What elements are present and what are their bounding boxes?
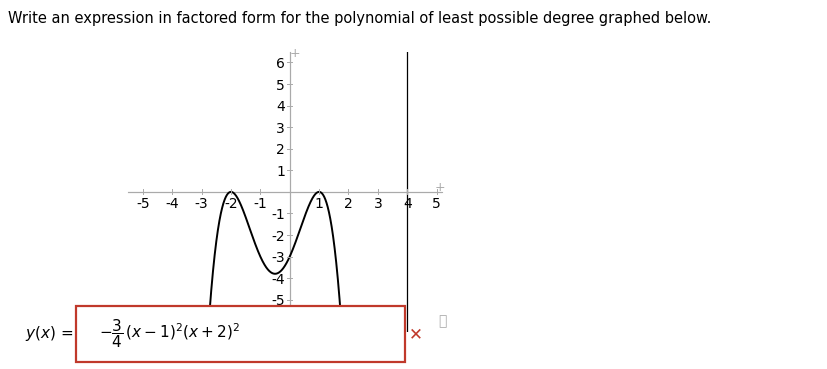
Text: ✕: ✕: [409, 325, 423, 343]
FancyBboxPatch shape: [76, 306, 404, 362]
Text: $-\dfrac{3}{4}\,(x-1)^{2}(x+2)^{2}$: $-\dfrac{3}{4}\,(x-1)^{2}(x+2)^{2}$: [99, 318, 240, 350]
Text: 🔍: 🔍: [438, 314, 447, 328]
Text: +: +: [434, 181, 445, 194]
Text: +: +: [289, 47, 300, 60]
Text: $y(x)$ =: $y(x)$ =: [25, 324, 74, 344]
Text: Write an expression in factored form for the polynomial of least possible degree: Write an expression in factored form for…: [8, 11, 712, 26]
